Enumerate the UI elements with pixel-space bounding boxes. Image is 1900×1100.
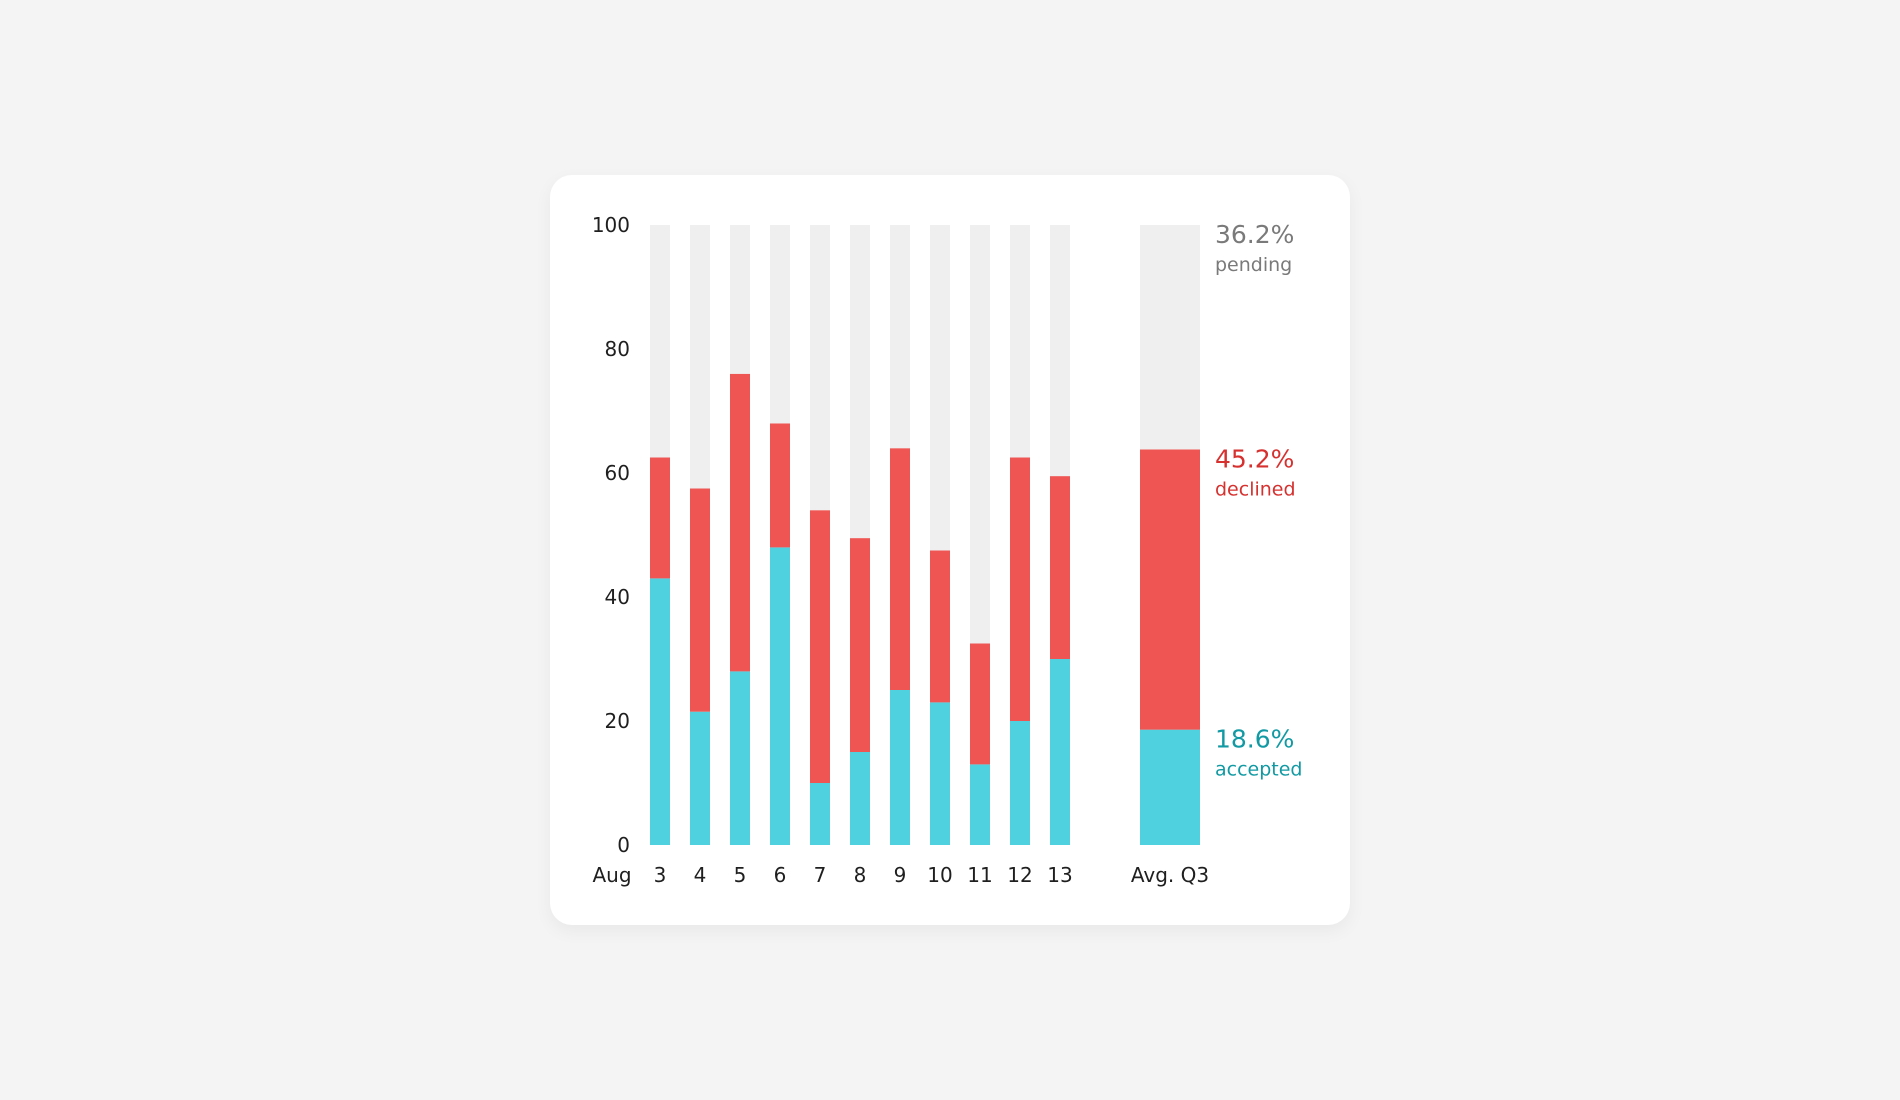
bar-segment-declined — [810, 510, 830, 783]
bar-segment-accepted — [810, 783, 830, 845]
bar-stack-5 — [730, 225, 750, 845]
bar-segment-pending — [1050, 225, 1070, 477]
y-tick-label: 80 — [605, 337, 630, 361]
bar-segment-accepted — [930, 702, 950, 845]
y-tick-label: 40 — [605, 585, 630, 609]
bar-segment-declined — [890, 448, 910, 690]
bar-segment-declined — [930, 550, 950, 703]
summary-percent-declined: 45.2% — [1215, 444, 1294, 473]
bar-stack-13 — [1050, 225, 1070, 845]
summary-segment-accepted — [1140, 729, 1200, 845]
bar-segment-accepted — [770, 547, 790, 845]
bar-segment-declined — [970, 643, 990, 765]
y-axis: 0 20 40 60 80 100 — [592, 213, 630, 857]
bar-segment-accepted — [650, 578, 670, 845]
bar-stack-7 — [810, 225, 830, 845]
bar-segment-declined — [690, 488, 710, 712]
bar-segment-pending — [810, 225, 830, 511]
summary-label-declined: declined — [1215, 478, 1296, 500]
bar-stack-6 — [770, 225, 790, 845]
bar-segment-pending — [730, 225, 750, 374]
x-tick-label: 8 — [854, 863, 867, 887]
x-tick-label: 3 — [654, 863, 667, 887]
bar-segment-declined — [1050, 476, 1070, 659]
summary-label-accepted: accepted — [1215, 759, 1303, 781]
x-tick-label: 12 — [1007, 863, 1032, 887]
y-tick-label: 20 — [605, 709, 630, 733]
bar-segment-pending — [650, 225, 670, 458]
bar-segment-pending — [850, 225, 870, 539]
x-tick-label: 10 — [927, 863, 952, 887]
bar-segment-pending — [1010, 225, 1030, 458]
bar-stack-4 — [690, 225, 710, 845]
bar-segment-pending — [930, 225, 950, 551]
summary-percent-accepted: 18.6% — [1215, 725, 1294, 754]
bar-stack-9 — [890, 225, 910, 845]
summary-segment-pending — [1140, 225, 1200, 450]
bar-segment-accepted — [1010, 721, 1030, 845]
summary-bar: Avg. Q3 18.6% accepted 45.2% declined 36.2% p… — [1131, 220, 1303, 887]
summary-label: Avg. Q3 — [1131, 863, 1209, 887]
x-tick-label: 4 — [694, 863, 707, 887]
bar-segment-accepted — [970, 764, 990, 845]
y-tick-label: 100 — [592, 213, 630, 237]
bar-segment-declined — [1010, 457, 1030, 721]
x-tick-label: 7 — [814, 863, 827, 887]
bar-segment-pending — [770, 225, 790, 424]
summary-segment-declined — [1140, 449, 1200, 730]
summary-label-pending: pending — [1215, 254, 1292, 276]
x-axis: Aug 3 4 5 6 7 8 9 10 11 12 13 — [592, 863, 1072, 887]
bars — [650, 225, 1070, 845]
x-prefix-label: Aug — [592, 863, 631, 887]
x-tick-label: 6 — [774, 863, 787, 887]
bar-segment-declined — [730, 373, 750, 672]
x-tick-label: 5 — [734, 863, 747, 887]
y-tick-label: 0 — [617, 833, 630, 857]
bar-segment-accepted — [850, 752, 870, 845]
bar-segment-accepted — [890, 690, 910, 845]
x-tick-label: 13 — [1047, 863, 1072, 887]
bar-stack-10 — [930, 225, 950, 845]
bar-segment-declined — [770, 423, 790, 548]
x-tick-label: 11 — [967, 863, 992, 887]
bar-segment-declined — [650, 457, 670, 579]
bar-stack-8 — [850, 225, 870, 845]
bar-segment-pending — [690, 225, 710, 489]
bar-segment-accepted — [1050, 659, 1070, 845]
x-tick-label: 9 — [894, 863, 907, 887]
y-tick-label: 60 — [605, 461, 630, 485]
bar-segment-pending — [970, 225, 990, 644]
bar-segment-accepted — [730, 671, 750, 845]
bar-segment-accepted — [690, 711, 710, 845]
bar-stack-11 — [970, 225, 990, 845]
bar-segment-pending — [890, 225, 910, 449]
summary-percent-pending: 36.2% — [1215, 220, 1294, 249]
bar-stack-3 — [650, 225, 670, 845]
bar-segment-declined — [850, 538, 870, 752]
stacked-bar-chart: 0 20 40 60 80 100 Aug 3 4 5 6 7 8 9 10 11 12 13 Avg. Q3… — [592, 213, 1303, 887]
bar-stack-12 — [1010, 225, 1030, 845]
